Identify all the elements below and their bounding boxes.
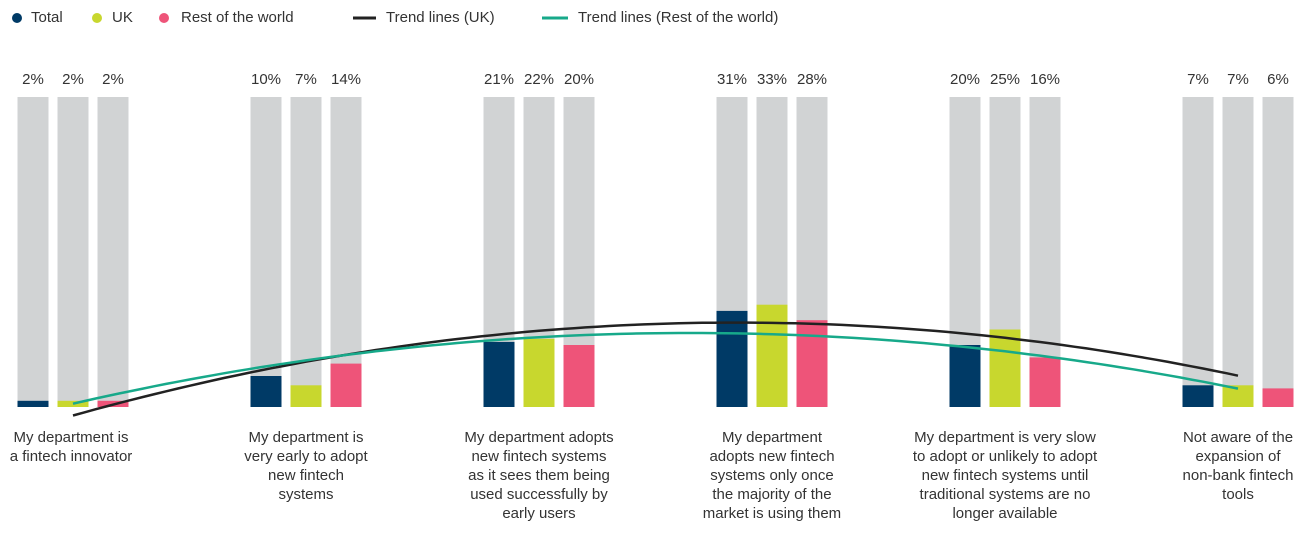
value-label: 7% bbox=[1187, 71, 1209, 88]
legend-label: Total bbox=[31, 9, 63, 26]
value-label: 2% bbox=[102, 71, 124, 88]
value-label: 28% bbox=[797, 71, 827, 88]
bar bbox=[290, 385, 322, 407]
category-label: My department is very slow to adopt or u… bbox=[912, 429, 1098, 522]
legend-label: Rest of the world bbox=[181, 9, 294, 26]
trend-line bbox=[72, 331, 1239, 405]
bar bbox=[1029, 357, 1061, 407]
bar-background bbox=[1182, 97, 1214, 407]
value-label: 31% bbox=[717, 71, 747, 88]
bar bbox=[716, 310, 748, 407]
category-label: My department is very early to adopt new… bbox=[244, 429, 368, 503]
value-label: 21% bbox=[484, 71, 514, 88]
category-label: My department is a fintech innovator bbox=[9, 429, 133, 465]
value-label: 2% bbox=[62, 71, 84, 88]
bar-background bbox=[290, 97, 322, 407]
bar bbox=[1222, 385, 1254, 407]
bar bbox=[483, 341, 515, 407]
trend-line bbox=[72, 321, 1239, 417]
bar bbox=[1182, 385, 1214, 407]
bar-background bbox=[1262, 97, 1294, 407]
bar bbox=[989, 329, 1021, 407]
bar bbox=[17, 400, 49, 407]
value-label: 14% bbox=[331, 71, 361, 88]
value-label: 16% bbox=[1030, 71, 1060, 88]
value-label: 7% bbox=[1227, 71, 1249, 88]
bar bbox=[563, 345, 595, 407]
legend-label: Trend lines (UK) bbox=[386, 9, 495, 26]
value-label: 25% bbox=[990, 71, 1020, 88]
bar bbox=[796, 320, 828, 407]
legend-marker bbox=[12, 13, 22, 23]
legend-label: Trend lines (Rest of the world) bbox=[578, 9, 778, 26]
bar-background bbox=[250, 97, 282, 407]
bar bbox=[330, 363, 362, 407]
value-label: 7% bbox=[295, 71, 317, 88]
bar bbox=[250, 376, 282, 407]
category-label: My department adopts new fintech systems… bbox=[464, 429, 614, 522]
value-label: 20% bbox=[950, 71, 980, 88]
value-label: 2% bbox=[22, 71, 44, 88]
bar bbox=[1262, 388, 1294, 407]
legend-marker bbox=[159, 13, 169, 23]
bar bbox=[756, 304, 788, 407]
value-label: 20% bbox=[564, 71, 594, 88]
value-label: 22% bbox=[524, 71, 554, 88]
legend-marker bbox=[92, 13, 102, 23]
value-label: 33% bbox=[757, 71, 787, 88]
bar-background bbox=[1222, 97, 1254, 407]
category-label: My department adopts new fintech systems… bbox=[702, 429, 842, 522]
bar-background bbox=[97, 97, 129, 407]
legend-label: UK bbox=[112, 9, 133, 26]
bar-background bbox=[57, 97, 89, 407]
bar-background bbox=[330, 97, 362, 407]
category-label: Not aware of the expansion of non-bank f… bbox=[1182, 429, 1294, 503]
value-label: 10% bbox=[251, 71, 281, 88]
bar bbox=[949, 345, 981, 407]
bar bbox=[523, 338, 555, 407]
bar-background bbox=[17, 97, 49, 407]
bar bbox=[57, 400, 89, 407]
value-label: 6% bbox=[1267, 71, 1289, 88]
